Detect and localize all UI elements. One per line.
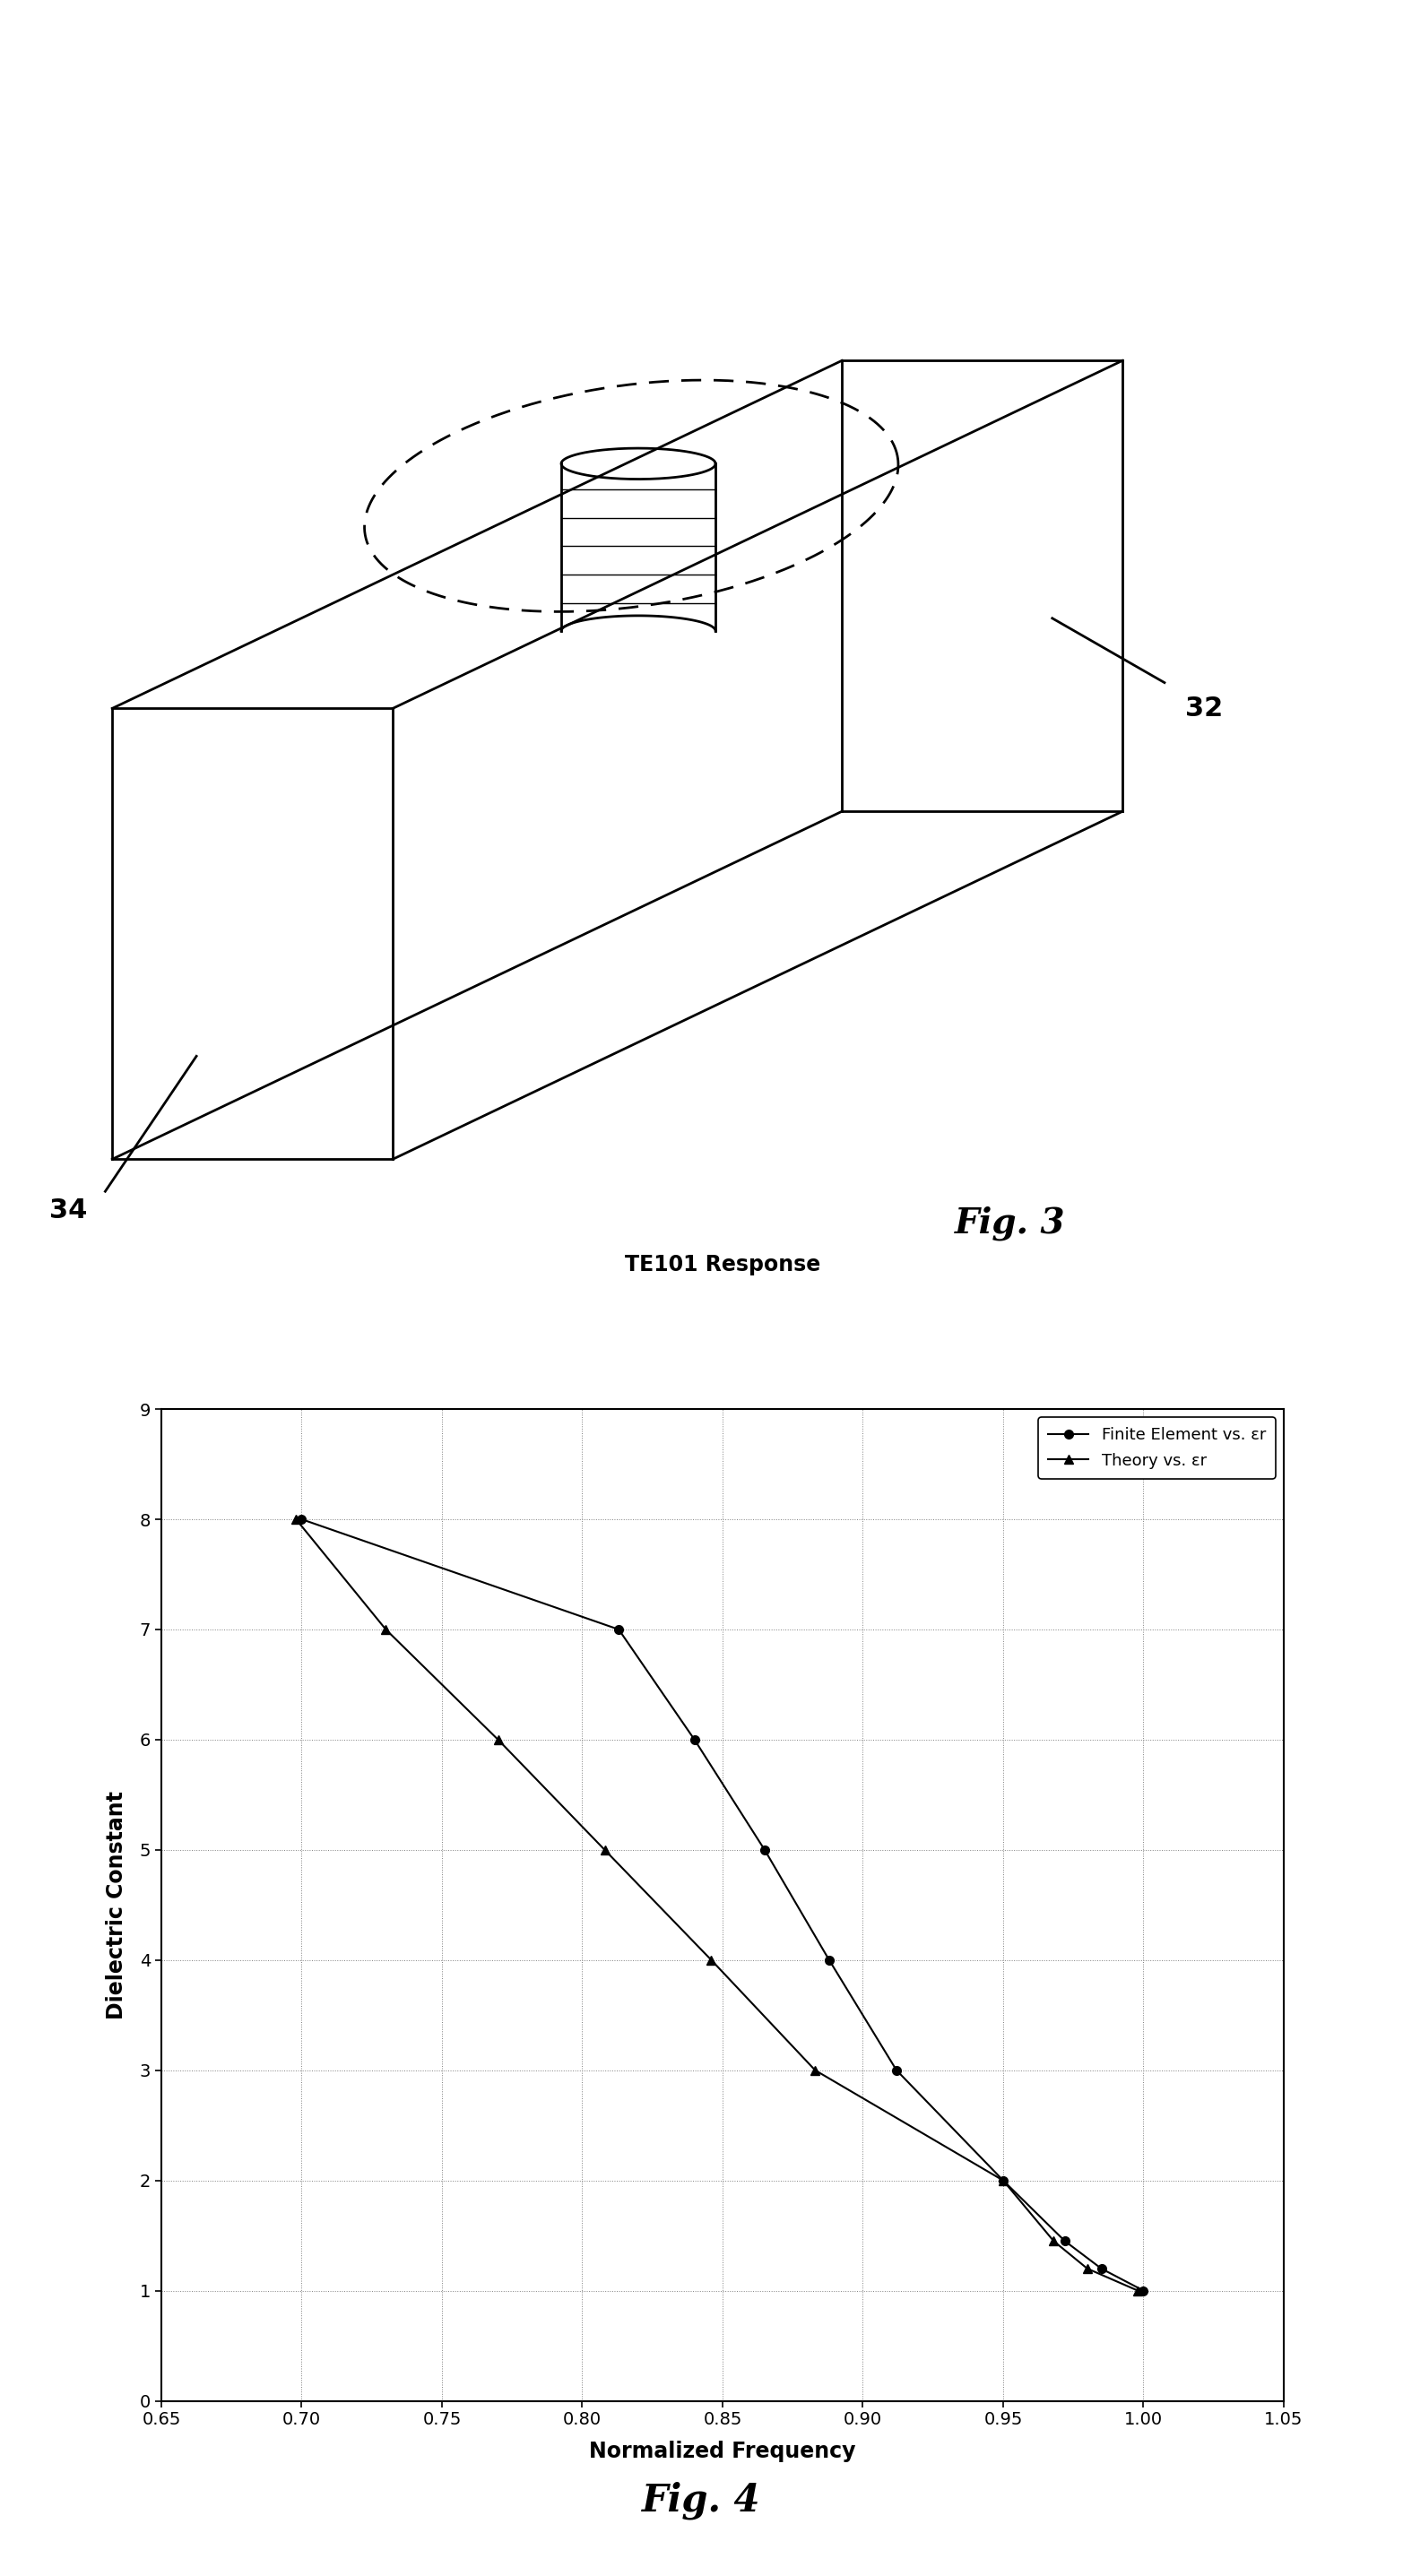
Legend: Finite Element vs. εr, Theory vs. εr: Finite Element vs. εr, Theory vs. εr <box>1038 1417 1275 1479</box>
Text: Fig. 3: Fig. 3 <box>955 1206 1065 1242</box>
Y-axis label: Dielectric Constant: Dielectric Constant <box>105 1790 128 2020</box>
X-axis label: Normalized Frequency: Normalized Frequency <box>589 2442 856 2463</box>
Text: Fig. 4: Fig. 4 <box>643 2481 760 2519</box>
Text: 32: 32 <box>1186 696 1223 721</box>
Text: TE101 Response: TE101 Response <box>624 1255 821 1275</box>
Text: 34: 34 <box>49 1198 87 1224</box>
